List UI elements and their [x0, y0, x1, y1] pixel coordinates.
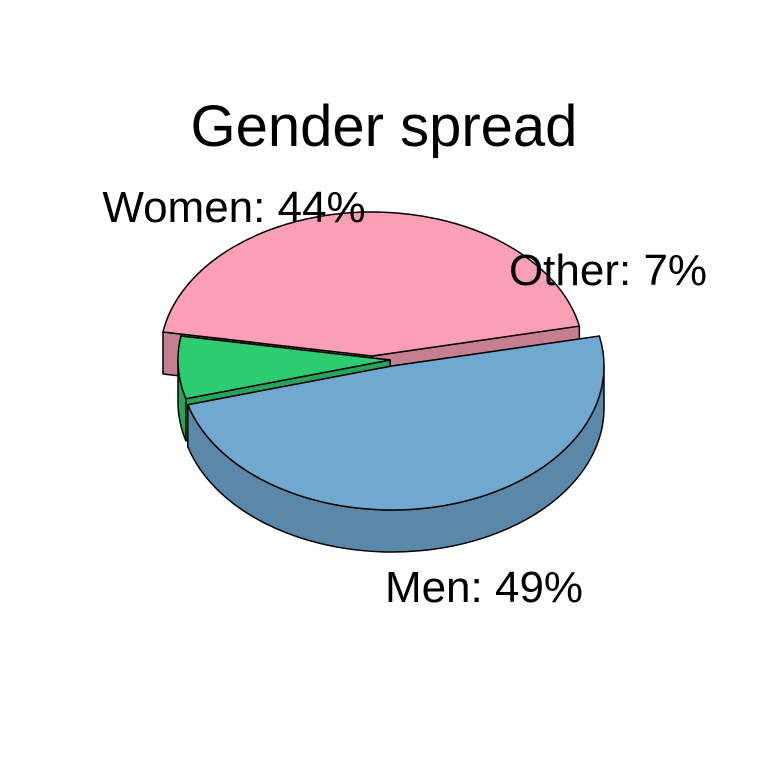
chart-title: Gender spread: [191, 94, 578, 159]
slice-label-women: Women: 44%: [102, 183, 365, 232]
pie-labels: Men: 49% Other: 7% Women: 44%: [102, 183, 707, 612]
slice-label-men: Men: 49%: [385, 563, 583, 612]
pie-slice-women: [162, 211, 581, 357]
pie-slice-men: [187, 335, 605, 511]
pie-slice-other: [177, 335, 391, 400]
slice-label-other: Other: 7%: [509, 246, 707, 295]
pie-slices: [162, 211, 605, 511]
